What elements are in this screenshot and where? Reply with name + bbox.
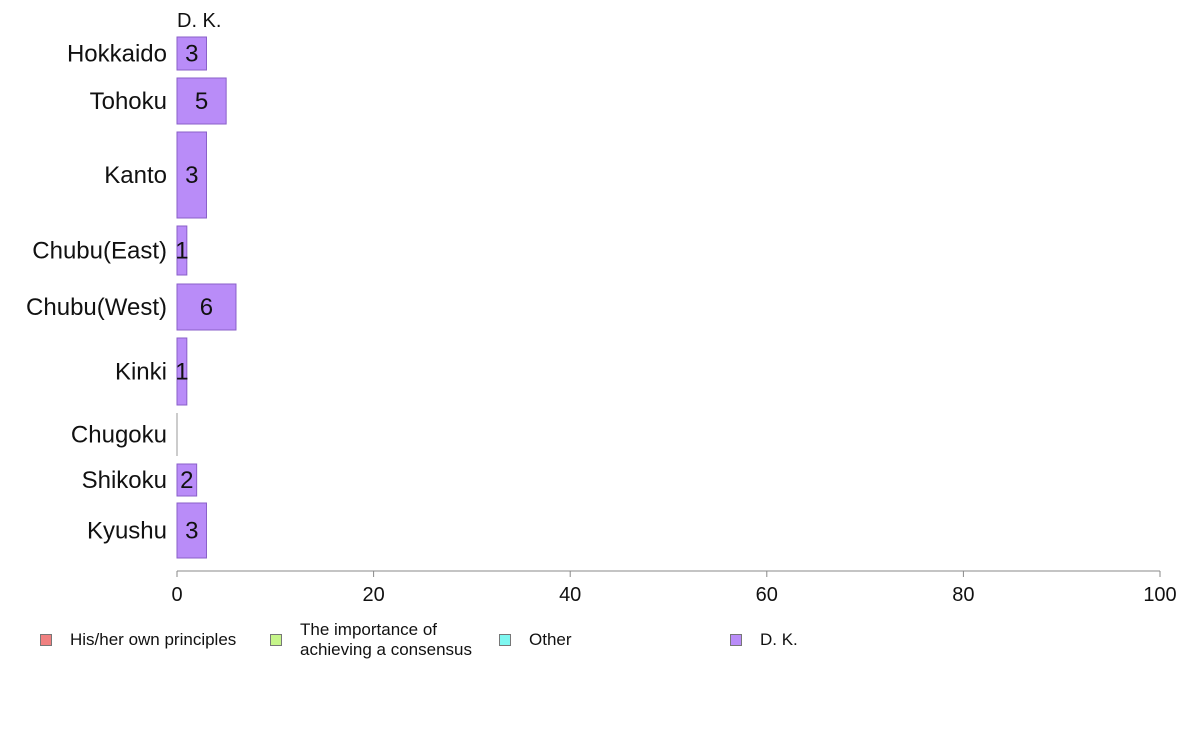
- legend-item: Other: [499, 620, 572, 660]
- legend: His/her own principles The importance of …: [0, 620, 1188, 670]
- category-label: Hokkaido: [67, 41, 167, 68]
- bar-segment: [176, 36, 207, 71]
- category-label: Tohoku: [90, 88, 167, 115]
- category-label: Kanto: [104, 162, 167, 189]
- data-label: 6: [200, 294, 213, 321]
- x-tick-label: 20: [362, 584, 384, 606]
- category-label: Chubu(East): [32, 238, 167, 265]
- category-label: Kyushu: [87, 518, 167, 545]
- series-header: D. K.: [177, 10, 221, 32]
- legend-label: His/her own principles: [70, 630, 237, 649]
- legend-item: His/her own principles: [40, 620, 236, 660]
- category-label: Chugoku: [71, 422, 167, 449]
- bar-segment: [176, 463, 198, 497]
- legend-swatch: [499, 634, 511, 646]
- x-tick-label: 0: [171, 584, 182, 606]
- bar-segment: [176, 77, 227, 125]
- chart: D. K. Hokkaido 3 Tohoku 5 Kanto 3 Chubu(East) 1 C…: [26, 10, 1177, 606]
- data-label: 5: [195, 88, 208, 115]
- data-label: 3: [185, 162, 198, 189]
- legend-swatch: [730, 634, 742, 646]
- bar-segment: [176, 283, 237, 331]
- x-tick-label: 60: [756, 584, 778, 606]
- category-label: Kinki: [115, 359, 167, 386]
- bar-segment: [176, 131, 207, 219]
- legend-swatch: [40, 634, 52, 646]
- x-tick-label: 80: [952, 584, 974, 606]
- x-tick-label: 40: [559, 584, 581, 606]
- legend-label: Other: [529, 630, 572, 649]
- bar-segment: [176, 502, 207, 559]
- x-tick-label: 100: [1143, 584, 1176, 606]
- legend-swatch: [270, 634, 282, 646]
- data-label: 1: [175, 238, 188, 265]
- data-label: 3: [185, 518, 198, 545]
- legend-item: The importance of achieving a consensus: [270, 620, 472, 660]
- data-label: 3: [185, 41, 198, 68]
- legend-item: D. K.: [730, 620, 798, 660]
- category-label: Shikoku: [82, 467, 167, 494]
- bar-segment: [176, 225, 188, 276]
- data-label: 1: [175, 359, 188, 386]
- bar-segment: [176, 337, 188, 406]
- data-label: 2: [180, 467, 193, 494]
- legend-label: The importance of achieving a consensus: [300, 620, 473, 659]
- category-label: Chubu(West): [26, 294, 167, 321]
- legend-label: D. K.: [760, 630, 798, 649]
